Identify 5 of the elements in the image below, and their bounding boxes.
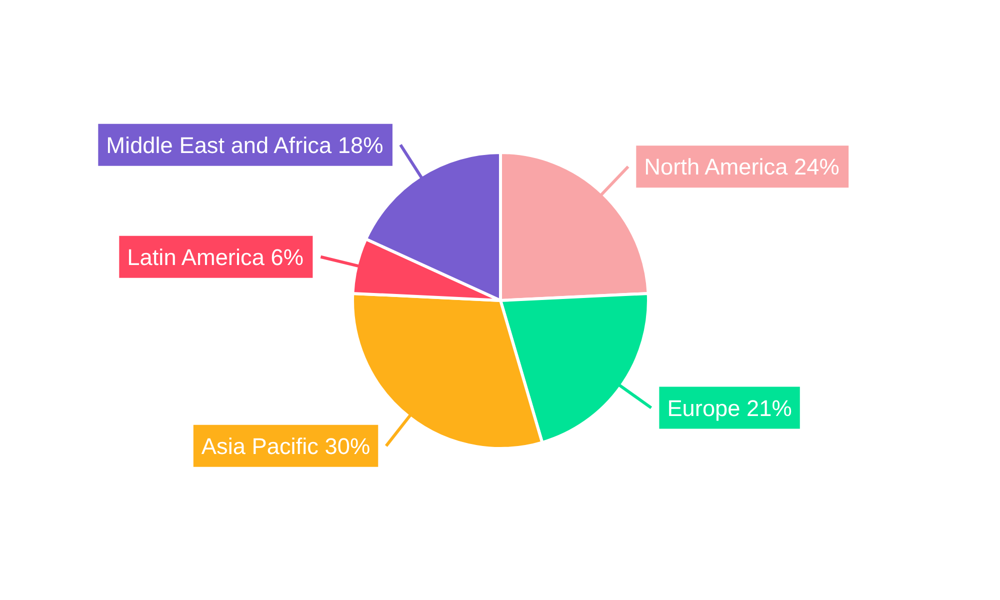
slice-label: Middle East and Africa 18% xyxy=(106,132,384,158)
slice-label: Europe 21% xyxy=(667,394,792,421)
slice-label: North America 24% xyxy=(644,154,840,180)
slice-label: Asia Pacific 30% xyxy=(201,432,370,459)
slice-label: Latin America 6% xyxy=(127,244,304,270)
